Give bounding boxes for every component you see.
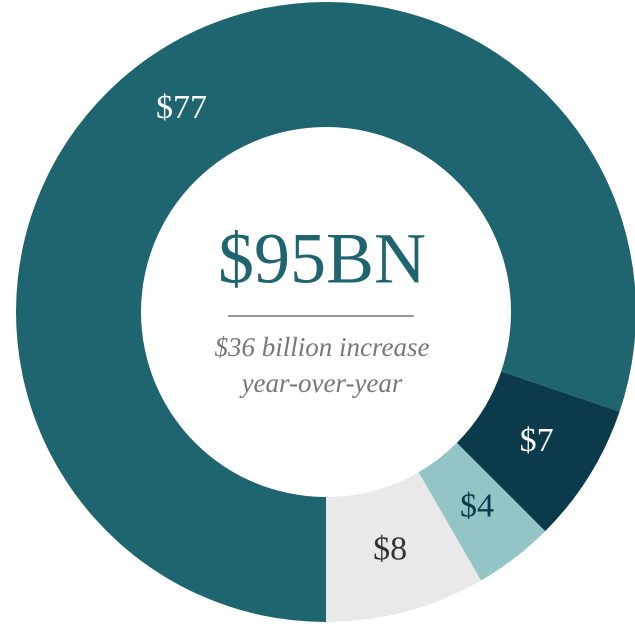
slice xyxy=(418,442,546,581)
subtitle: year-over-year xyxy=(239,368,403,398)
chart-title: $95BN xyxy=(218,219,426,299)
data-label: $77 xyxy=(156,89,207,126)
slice xyxy=(456,371,620,532)
data-label: $8 xyxy=(373,530,407,567)
slice xyxy=(16,2,635,622)
slice xyxy=(326,472,481,622)
data-label: $7 xyxy=(520,422,554,459)
subtitle: $36 billion increase xyxy=(215,332,430,362)
data-label: $4 xyxy=(460,488,494,525)
